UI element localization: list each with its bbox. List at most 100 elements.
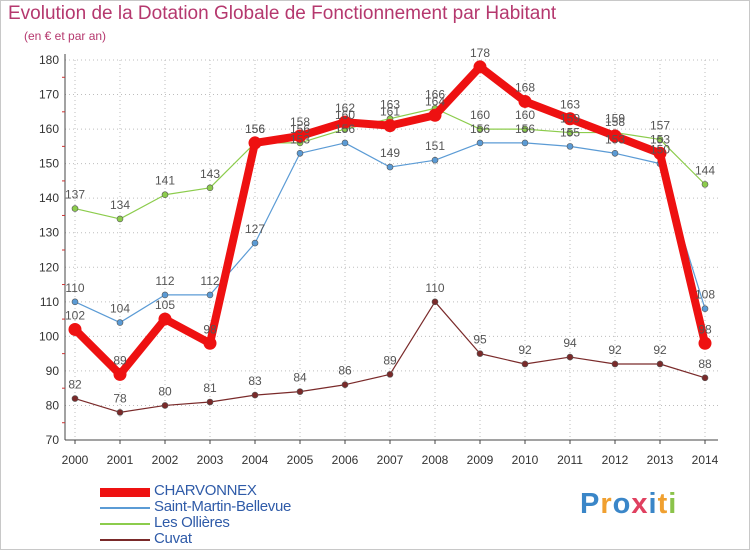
data-point — [116, 409, 124, 416]
data-point — [68, 322, 82, 336]
data-point — [206, 291, 214, 299]
data-label: 98 — [698, 322, 712, 336]
y-tick-label: 180 — [39, 53, 59, 67]
data-label: 158 — [290, 115, 310, 129]
data-point — [566, 143, 574, 150]
data-label: 158 — [605, 115, 625, 129]
data-label: 78 — [113, 391, 127, 405]
data-label: 156 — [470, 122, 490, 136]
legend-label: CHARVONNEX — [154, 482, 257, 499]
data-label: 153 — [650, 132, 670, 146]
data-point — [656, 136, 664, 143]
data-point — [476, 125, 484, 133]
legend-swatch — [100, 523, 150, 525]
data-label: 141 — [155, 174, 175, 188]
data-label: 92 — [608, 343, 622, 357]
data-label: 151 — [425, 139, 445, 153]
data-point — [566, 129, 574, 136]
data-point — [701, 374, 709, 382]
data-label: 92 — [653, 343, 667, 357]
data-point — [701, 181, 709, 188]
data-point — [698, 336, 712, 350]
data-label: 127 — [245, 222, 265, 236]
data-label: 162 — [335, 101, 355, 115]
data-label: 86 — [338, 364, 352, 378]
data-point — [341, 381, 349, 389]
data-point — [296, 149, 304, 157]
data-point — [386, 163, 394, 171]
legend-swatch — [100, 488, 150, 497]
data-point — [338, 115, 352, 129]
x-tick-label: 2007 — [377, 453, 404, 467]
data-label: 89 — [113, 353, 127, 367]
data-label: 156 — [335, 122, 355, 136]
y-tick-label: 80 — [46, 398, 60, 412]
x-tick-label: 2003 — [197, 453, 224, 467]
x-tick-label: 2000 — [62, 453, 89, 467]
data-label: 89 — [383, 353, 397, 367]
data-label: 84 — [293, 371, 307, 385]
data-point — [251, 239, 259, 247]
data-label: 163 — [380, 98, 400, 112]
data-point — [518, 94, 532, 108]
data-point — [203, 336, 217, 350]
data-point — [521, 125, 529, 133]
y-tick-label: 140 — [39, 191, 59, 205]
data-point — [701, 305, 709, 313]
data-label: 156 — [515, 122, 535, 136]
data-point — [116, 215, 124, 223]
chart-subtitle: (en € et par an) — [24, 29, 107, 43]
x-tick-label: 2012 — [602, 453, 629, 467]
y-tick-label: 120 — [39, 260, 59, 274]
data-label: 153 — [290, 132, 310, 146]
x-tick-label: 2006 — [332, 453, 359, 467]
data-point — [161, 291, 169, 299]
data-point — [611, 360, 619, 368]
data-label: 102 — [65, 308, 85, 322]
data-point — [341, 139, 349, 147]
y-tick-label: 160 — [39, 122, 59, 136]
data-label: 95 — [473, 333, 487, 347]
data-point — [71, 395, 79, 402]
data-label: 149 — [380, 146, 400, 160]
data-point — [71, 298, 79, 306]
data-label: 178 — [470, 46, 490, 60]
data-point — [71, 205, 79, 212]
data-label: 156 — [290, 122, 310, 136]
x-tick-label: 2008 — [422, 453, 449, 467]
data-label: 110 — [425, 281, 444, 295]
data-label: 88 — [698, 357, 712, 371]
y-tick-label: 100 — [39, 329, 59, 343]
data-label: 105 — [155, 298, 175, 312]
x-tick-label: 2004 — [242, 453, 269, 467]
data-point — [206, 398, 214, 406]
data-label: 92 — [518, 343, 532, 357]
y-tick-label: 170 — [39, 88, 59, 102]
y-tick-label: 90 — [46, 364, 60, 378]
legend-swatch — [100, 539, 150, 541]
data-point — [161, 191, 169, 199]
data-point — [161, 402, 169, 409]
x-tick-label: 2001 — [107, 453, 134, 467]
data-point — [566, 353, 574, 361]
data-point — [428, 108, 442, 122]
data-point — [296, 388, 304, 395]
chart-title: Evolution de la Dotation Globale de Fonc… — [8, 3, 557, 24]
data-point — [521, 139, 529, 147]
data-label: 104 — [110, 302, 130, 316]
data-label: 160 — [470, 108, 490, 122]
x-tick-label: 2014 — [692, 453, 719, 467]
data-label: 110 — [65, 281, 84, 295]
data-point — [248, 136, 262, 150]
data-label: 159 — [605, 112, 625, 126]
data-label: 160 — [515, 108, 535, 122]
legend-label: Les Ollières — [154, 514, 230, 531]
data-label: 143 — [200, 167, 220, 181]
data-label: 112 — [200, 274, 219, 288]
data-label: 157 — [650, 118, 670, 132]
data-point — [116, 319, 124, 326]
data-label: 159 — [560, 112, 580, 126]
data-label: 150 — [650, 143, 670, 157]
data-label: 168 — [515, 80, 535, 94]
